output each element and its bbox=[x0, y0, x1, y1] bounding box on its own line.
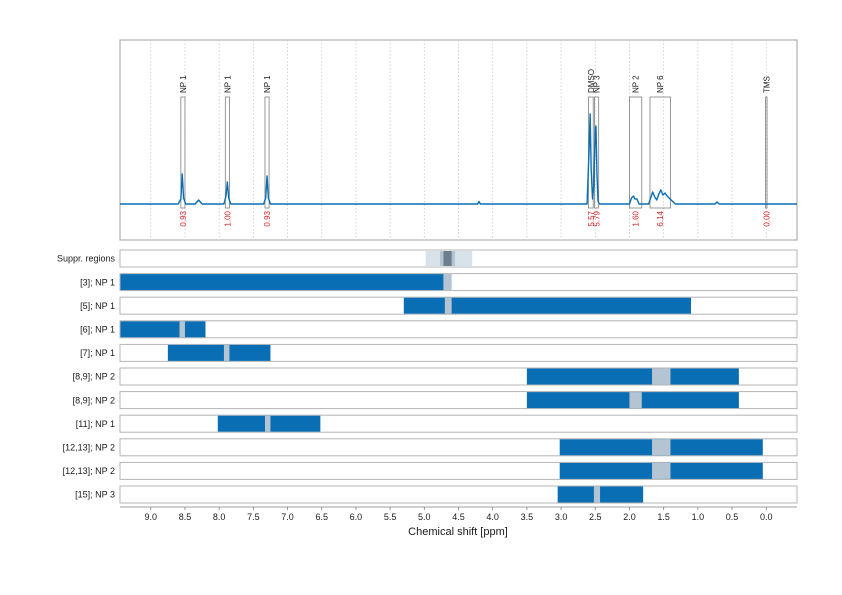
region-bar-gap bbox=[443, 274, 452, 291]
region-bar bbox=[557, 486, 644, 503]
x-tick-label: 6.5 bbox=[315, 512, 328, 522]
region-row-frame bbox=[119, 485, 798, 504]
region-bar bbox=[403, 297, 692, 314]
x-tick-label: 5.0 bbox=[418, 512, 431, 522]
region-bar-gap bbox=[264, 415, 271, 432]
x-tick-label: 3.0 bbox=[555, 512, 568, 522]
x-tick-label: 8.0 bbox=[213, 512, 226, 522]
region-bar-gap bbox=[629, 392, 642, 409]
x-axis: 9.0 8.5 8.0 7.5 7.0 6.5 6.0 5.5 5.0 4.5 4.0 3.5 3.0 2… bbox=[120, 506, 797, 522]
peak-region-box bbox=[629, 96, 643, 209]
x-tick-label: 8.5 bbox=[179, 512, 192, 522]
region-bar-gap bbox=[652, 368, 671, 385]
peak-region-label: DMSO bbox=[587, 69, 596, 93]
x-tick-label: 5.5 bbox=[384, 512, 397, 522]
region-row-label: Suppr. regions bbox=[57, 254, 116, 264]
x-tick-label: 4.5 bbox=[452, 512, 465, 522]
spectrum-line bbox=[120, 113, 797, 205]
x-tick-label: 9.0 bbox=[145, 512, 158, 522]
region-row-label: [8,9]; NP 2 bbox=[73, 372, 115, 382]
region-row-frame bbox=[119, 320, 798, 339]
integral-value: 0.93 bbox=[263, 210, 272, 226]
region-bar-gap bbox=[444, 297, 452, 314]
integral-value: 5.57 bbox=[587, 210, 596, 226]
region-bar bbox=[120, 321, 206, 338]
x-tick-label: 1.5 bbox=[657, 512, 670, 522]
peak-region-label: NP 3 bbox=[593, 75, 602, 93]
region-bar bbox=[120, 274, 444, 291]
region-bar bbox=[167, 344, 271, 361]
peak-region-label: NP 1 bbox=[223, 75, 232, 93]
x-tick-label: 7.0 bbox=[281, 512, 294, 522]
region-row-label: [7]; NP 1 bbox=[80, 348, 115, 358]
peak-region-box bbox=[765, 96, 768, 209]
peak-region-label: NP 2 bbox=[632, 75, 641, 93]
peak-region-label: NP 1 bbox=[179, 75, 188, 93]
region-row-label: [6]; NP 1 bbox=[80, 325, 115, 335]
region-bar-gap bbox=[179, 321, 185, 338]
region-row-label: [15]; NP 3 bbox=[75, 490, 115, 500]
region-row-label: [3]; NP 1 bbox=[80, 277, 115, 287]
spectrum-frame bbox=[119, 39, 798, 241]
integral-value: 5.79 bbox=[593, 210, 602, 226]
integral-value: 1.00 bbox=[223, 210, 232, 226]
region-rows-panel: Suppr. regions [3]; NP 1 [5]; NP 1 [6]; NP … bbox=[57, 249, 798, 504]
x-tick-label: 0.5 bbox=[726, 512, 739, 522]
x-tick-label: 2.0 bbox=[623, 512, 636, 522]
x-axis-title: Chemical shift [ppm] bbox=[408, 526, 508, 538]
region-row-label: [12,13]; NP 2 bbox=[63, 443, 115, 453]
integral-value: 6.14 bbox=[656, 210, 665, 226]
peak-region-label: NP 1 bbox=[263, 75, 272, 93]
region-bar bbox=[526, 368, 739, 385]
peak-region-box bbox=[180, 96, 186, 209]
region-row-label: [5]; NP 1 bbox=[80, 301, 115, 311]
integral-value: 1.60 bbox=[632, 210, 641, 226]
region-row-label: [8,9]; NP 2 bbox=[73, 395, 115, 405]
region-row-frame bbox=[119, 343, 798, 362]
region-bar-gap bbox=[223, 344, 230, 361]
region-row-label: [12,13]; NP 2 bbox=[63, 466, 115, 476]
peak-region-box bbox=[264, 96, 270, 209]
region-bar-gap bbox=[652, 439, 671, 456]
x-tick-label: 2.5 bbox=[589, 512, 602, 522]
peak-region-label: NP 6 bbox=[656, 75, 665, 93]
x-tick-label: 0.0 bbox=[760, 512, 773, 522]
region-bar-gap bbox=[593, 486, 601, 503]
integral-value: 0.00 bbox=[762, 210, 771, 226]
x-tick-label: 1.0 bbox=[692, 512, 705, 522]
region-row-label: [11]; NP 1 bbox=[76, 419, 115, 429]
integral-value: 0.93 bbox=[179, 210, 188, 226]
x-tick-label: 3.5 bbox=[521, 512, 534, 522]
x-tick-label: 7.5 bbox=[247, 512, 260, 522]
x-tick-label: 4.0 bbox=[486, 512, 499, 522]
region-bar-gap bbox=[652, 462, 671, 479]
x-tick-label: 6.0 bbox=[350, 512, 363, 522]
peak-region-box bbox=[649, 96, 671, 209]
peak-region-box bbox=[224, 96, 230, 209]
peak-region-label: TMS bbox=[762, 76, 771, 93]
spectrum-panel: NP 1 0.93 NP 1 1.00 NP 1 0.93 DMSO 5.57 NP 3 5.79… bbox=[119, 39, 798, 241]
suppressed-region-core bbox=[443, 251, 452, 266]
